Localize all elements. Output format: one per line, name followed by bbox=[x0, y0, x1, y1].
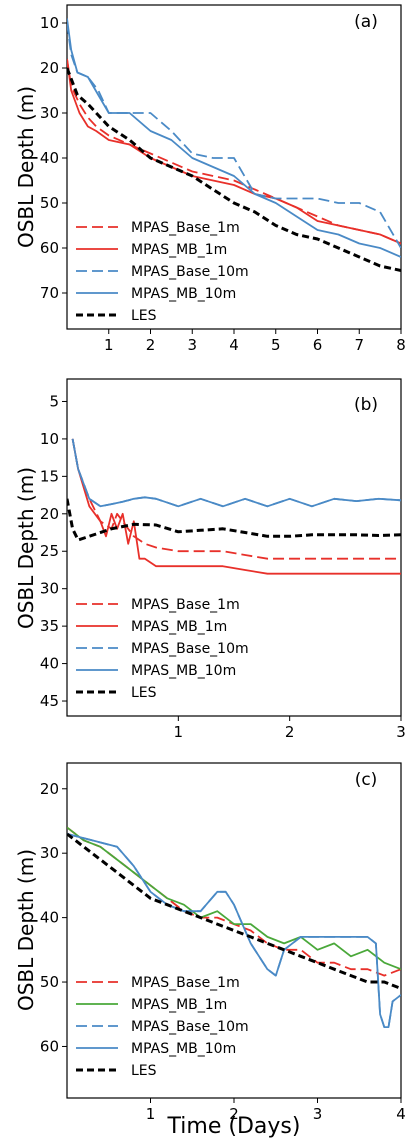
panel-c-ytick-label: 30 bbox=[40, 844, 59, 862]
panel-a: (a) OSBL Depth (m) 1 2 3 4 5 6 7 8 10 20 30 40 50 60 7… bbox=[14, 4, 406, 354]
panel-c-legend-label: MPAS_MB_1m bbox=[131, 997, 227, 1013]
panel-a-lines bbox=[67, 18, 401, 272]
panel-a-xtick-label: 5 bbox=[271, 336, 281, 354]
panel-a-legend-label: MPAS_MB_10m bbox=[131, 286, 236, 302]
panel-b-series-line bbox=[71, 438, 401, 508]
panel-b-ytick-label: 45 bbox=[40, 692, 59, 710]
panel-b-xtick-label: 1 bbox=[174, 723, 184, 741]
panel-c-ytick-label: 20 bbox=[40, 780, 59, 798]
panel-a-series-line bbox=[67, 67, 401, 272]
panel-a-legend-label: MPAS_Base_1m bbox=[131, 220, 240, 236]
panel-a-series-line bbox=[67, 58, 401, 245]
panel-b-ytick-label: 40 bbox=[40, 655, 59, 673]
panel-c-xtick-label: 4 bbox=[396, 1105, 406, 1123]
panel-c-ytick-label: 50 bbox=[40, 973, 59, 991]
panel-b-legend-label: LES bbox=[131, 685, 157, 701]
panel-a-legend-label: MPAS_MB_1m bbox=[131, 242, 227, 258]
panel-a-xtick-label: 4 bbox=[229, 336, 239, 354]
panel-a-ytick-label: 30 bbox=[40, 104, 59, 122]
panel-b-ytick-label: 15 bbox=[40, 467, 59, 485]
panel-a-ylabel: OSBL Depth (m) bbox=[14, 86, 38, 248]
panel-a-ytick-label: 20 bbox=[40, 59, 59, 77]
panel-b-xtick-label: 3 bbox=[396, 723, 406, 741]
panel-a-tag: (a) bbox=[354, 12, 378, 32]
panel-b-ylabel: OSBL Depth (m) bbox=[14, 467, 38, 629]
panel-b-legend-label: MPAS_MB_1m bbox=[131, 619, 227, 635]
panel-c-xtick-label: 3 bbox=[313, 1105, 323, 1123]
panel-c-xtick-label: 2 bbox=[229, 1105, 239, 1123]
panel-c-ytick-label: 60 bbox=[40, 1037, 59, 1055]
panel-b-series-line bbox=[71, 438, 401, 508]
panel-a-ytick-label: 50 bbox=[40, 194, 59, 212]
panel-c-series-line bbox=[67, 832, 401, 990]
panel-a-xtick-label: 8 bbox=[396, 336, 406, 354]
panel-b: (b) OSBL Depth (m) 1 2 351015202530354045 … bbox=[14, 378, 406, 741]
panel-b-legend-label: MPAS_MB_10m bbox=[131, 663, 236, 679]
panel-b-ytick-label: 20 bbox=[40, 505, 59, 523]
panel-b-ytick-label: 5 bbox=[49, 392, 59, 410]
panel-b-xtick-label: 2 bbox=[285, 723, 295, 741]
panel-c-ticks: 1 2 3 4 20 30 40 50 60 bbox=[40, 780, 406, 1123]
panel-b-legend-label: MPAS_Base_1m bbox=[131, 597, 240, 613]
panel-b-frame bbox=[66, 378, 402, 717]
panel-a-series-line bbox=[67, 22, 401, 249]
panel-b-ytick-label: 10 bbox=[40, 430, 59, 448]
panel-c-legend: MPAS_Base_1m MPAS_MB_1m MPAS_Base_10m MPAS_… bbox=[76, 975, 249, 1079]
panel-c-legend-label: MPAS_Base_10m bbox=[131, 1019, 249, 1035]
panel-b-series-line bbox=[71, 438, 401, 560]
panel-c-series-line bbox=[67, 833, 401, 1028]
panel-a-xtick-label: 6 bbox=[313, 336, 323, 354]
panel-c-tag: (c) bbox=[355, 770, 378, 790]
panel-a-series-line bbox=[67, 58, 401, 245]
panel-a-xtick-label: 2 bbox=[146, 336, 156, 354]
panel-a-xtick-label: 1 bbox=[104, 336, 114, 354]
panel-b-legend: MPAS_Base_1m MPAS_MB_1m MPAS_Base_10m MPAS_… bbox=[76, 597, 249, 701]
panel-c-legend-label: LES bbox=[131, 1063, 157, 1079]
panel-c-series-line bbox=[67, 826, 401, 971]
panel-b-series-line bbox=[67, 498, 401, 542]
panel-a-legend-label: MPAS_Base_10m bbox=[131, 264, 249, 280]
panel-a-ytick-label: 60 bbox=[40, 239, 59, 257]
panel-c: (c) OSBL Depth (m) 1 2 3 4 20 30 40 50 60 MPAS_B… bbox=[14, 762, 406, 1123]
panel-a-ytick-label: 10 bbox=[40, 14, 59, 32]
panel-c-series-line bbox=[67, 833, 401, 1028]
panel-a-xtick-label: 3 bbox=[187, 336, 197, 354]
panel-c-legend-label: MPAS_Base_1m bbox=[131, 975, 240, 991]
panel-c-ylabel: OSBL Depth (m) bbox=[14, 849, 38, 1011]
panel-b-ytick-label: 30 bbox=[40, 580, 59, 598]
panel-a-series-line bbox=[67, 18, 401, 258]
panel-c-lines bbox=[67, 826, 401, 1028]
panel-a-ticks: 1 2 3 4 5 6 7 8 10 20 30 40 50 60 70 bbox=[40, 14, 406, 354]
panel-b-ytick-label: 25 bbox=[40, 542, 59, 560]
panel-a-ytick-label: 40 bbox=[40, 149, 59, 167]
panel-a-legend: MPAS_Base_1m MPAS_MB_1m MPAS_Base_10m MPAS_… bbox=[76, 220, 249, 324]
panel-b-series-line bbox=[71, 438, 401, 575]
panel-a-frame bbox=[66, 4, 402, 330]
panel-b-lines bbox=[67, 438, 401, 575]
panel-a-ytick-label: 70 bbox=[40, 284, 59, 302]
panel-c-ytick-label: 40 bbox=[40, 909, 59, 927]
panel-c-series-line bbox=[67, 826, 401, 977]
panel-b-ytick-label: 35 bbox=[40, 617, 59, 635]
panel-b-legend-label: MPAS_Base_10m bbox=[131, 641, 249, 657]
x-axis-label: Time (Days) bbox=[167, 1114, 301, 1139]
panel-b-tag: (b) bbox=[354, 395, 378, 415]
panel-c-legend-label: MPAS_MB_10m bbox=[131, 1041, 236, 1057]
panel-a-legend-label: LES bbox=[131, 308, 157, 324]
panel-a-xtick-label: 7 bbox=[354, 336, 364, 354]
panel-c-xtick-label: 1 bbox=[146, 1105, 156, 1123]
